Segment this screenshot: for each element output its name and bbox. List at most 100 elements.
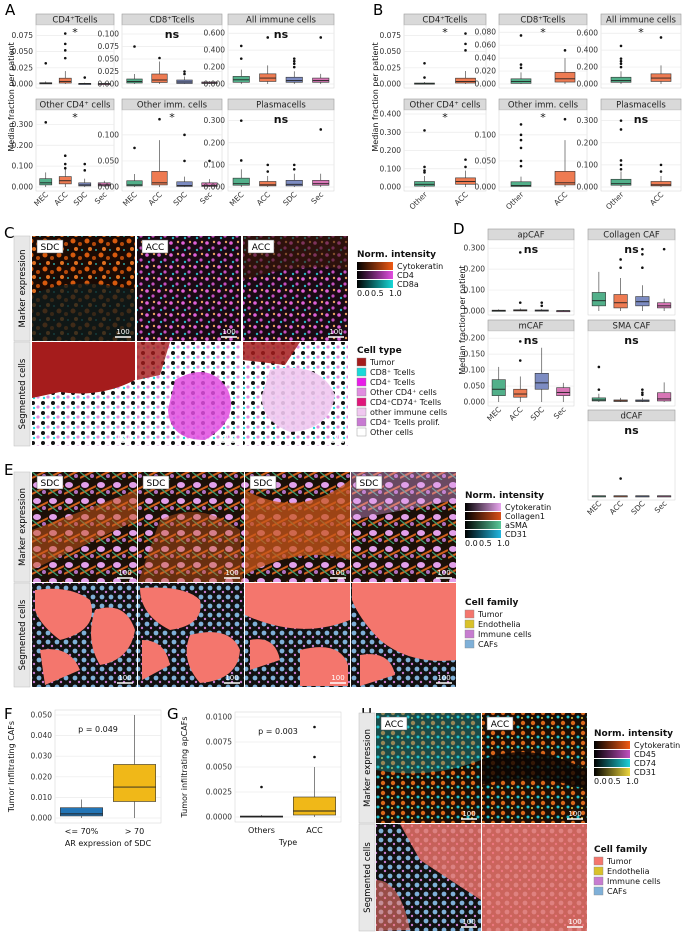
tissue-region [32,342,135,398]
facet-collagen-caf: Collagen CAF ns [587,228,676,316]
y-tick-label: 0.0025 [206,788,232,797]
scale-bar-label: 100 [331,569,344,577]
panel-label-g: G [167,705,179,723]
x-tick-label: ACC [147,190,164,207]
facet-title: Collagen CAF [603,231,660,241]
y-tick-label: 0.300 [464,244,486,253]
scale-bar-label: 100 [118,569,131,577]
facet-title: CD8⁺Tcells [520,16,566,26]
x-tick-label: MEC [585,499,603,517]
x-tick-label: SDC [281,190,299,208]
y-tick-label: 0.100 [464,286,486,295]
panel-label-a: A [5,1,16,19]
y-tick-label: 0.050 [12,47,34,56]
box-sec [201,182,218,187]
x-tick-label: Others [248,826,275,835]
legend-tick: 0.5 [479,539,492,548]
facet-cd8-tcells: CD8⁺Tcells 0.000 0.025 0.050 0.075 0.100 ns [98,13,223,89]
outlier-point [659,170,663,173]
image-e-seg-1: 100 [32,583,137,687]
tile-label: SDC [147,479,166,489]
y-tick-label: 0.100 [98,30,120,39]
outlier-point [313,725,316,729]
significance-label: ns [624,243,639,256]
outlier-point [183,70,186,73]
outlier-point [63,166,67,170]
y-tick-label: 0.100 [98,130,120,139]
legend-label: Tumor [477,610,503,619]
y-tick-label: 0.600 [577,29,599,38]
y-tick-label: 0.080 [475,28,497,37]
row-label-segment-c: Segmented cells [13,341,31,447]
y-tick-label: 0.040 [475,54,497,63]
image-e-seg-3: 100 [245,583,350,687]
scale-bar-label: 100 [116,328,129,336]
box-other [510,181,532,187]
legend-gradient [357,262,393,270]
tissue-region [35,588,92,640]
image-c-marker-3: ACC 100 [243,236,348,341]
y-tick-label: 0.000 [380,183,402,192]
plot-area [487,239,575,316]
x-tick-label: MEC [121,190,139,208]
scale-bar-label: 100 [225,569,238,577]
image-c-seg-2: 100 [137,342,241,446]
box-acc [455,77,476,84]
legend-label: Other cells [370,428,413,437]
box-sec [657,392,672,402]
scale-bar-label: 100 [329,328,342,336]
legend-label: CD45 [634,750,656,759]
x-tick-label: MEC [228,190,246,208]
tissue-region [32,490,137,570]
legend-label: Tumor [606,857,632,866]
y-tick-label: 0.0000 [206,813,232,822]
tissue-region [400,824,481,900]
facet-title: All immune cells [246,16,316,26]
outlier-point [519,123,523,126]
outlier-point [63,49,67,52]
outlier-point [619,62,623,65]
x-tick-label: Sec [198,190,214,206]
outlier-point [464,158,467,161]
tile-label-box [355,475,383,490]
scale-bar-label: 100 [568,918,581,926]
outlier-point [183,159,186,163]
legend-tick: 0.0 [465,539,478,548]
x-tick-label: SDC [629,499,647,517]
image-h-marker-1: ACC 100 [376,713,481,823]
facet-title: apCAF [517,231,544,241]
outlier-point [292,59,296,63]
legend-gradient [594,741,630,749]
tile-label: SDC [360,479,379,489]
legend-label: Cytokeratin [397,262,443,271]
facet-title: Plasmacells [616,101,666,111]
image-c-seg-1: 100 [32,342,135,446]
outlier-point [641,391,644,395]
outlier-point [423,129,426,132]
legend-label: Tumor [369,358,395,367]
outlier-point [260,785,263,789]
significance-label: * [540,111,546,124]
box-acc [513,388,528,398]
facet-title: Other imm. cells [508,101,579,111]
y-tick-label: 0.400 [204,46,226,55]
y-tick-label: 0.200 [577,138,599,147]
outlier-point [641,393,644,397]
legend-title: Norm. intensity [594,729,673,739]
y-tick-label: 0.100 [464,366,486,375]
x-tick-label: ACC [255,190,272,207]
box-mec [126,78,143,84]
y-tick-label: 0.300 [204,116,226,125]
y-tick-label: 0.020 [475,67,497,76]
outlier-point [423,76,426,79]
legend-label: Cytokeratin [634,741,680,750]
box-mec [591,292,606,307]
outlier-point [540,301,544,304]
y-tick-label: 0.000 [204,80,226,89]
outlier-point [519,138,523,142]
significance-label: * [72,26,78,39]
outlier-point [183,133,186,137]
outlier-point [659,36,663,39]
image-h-marker-2: ACC 100 [482,713,587,823]
legend-label: CD4 [397,271,414,280]
